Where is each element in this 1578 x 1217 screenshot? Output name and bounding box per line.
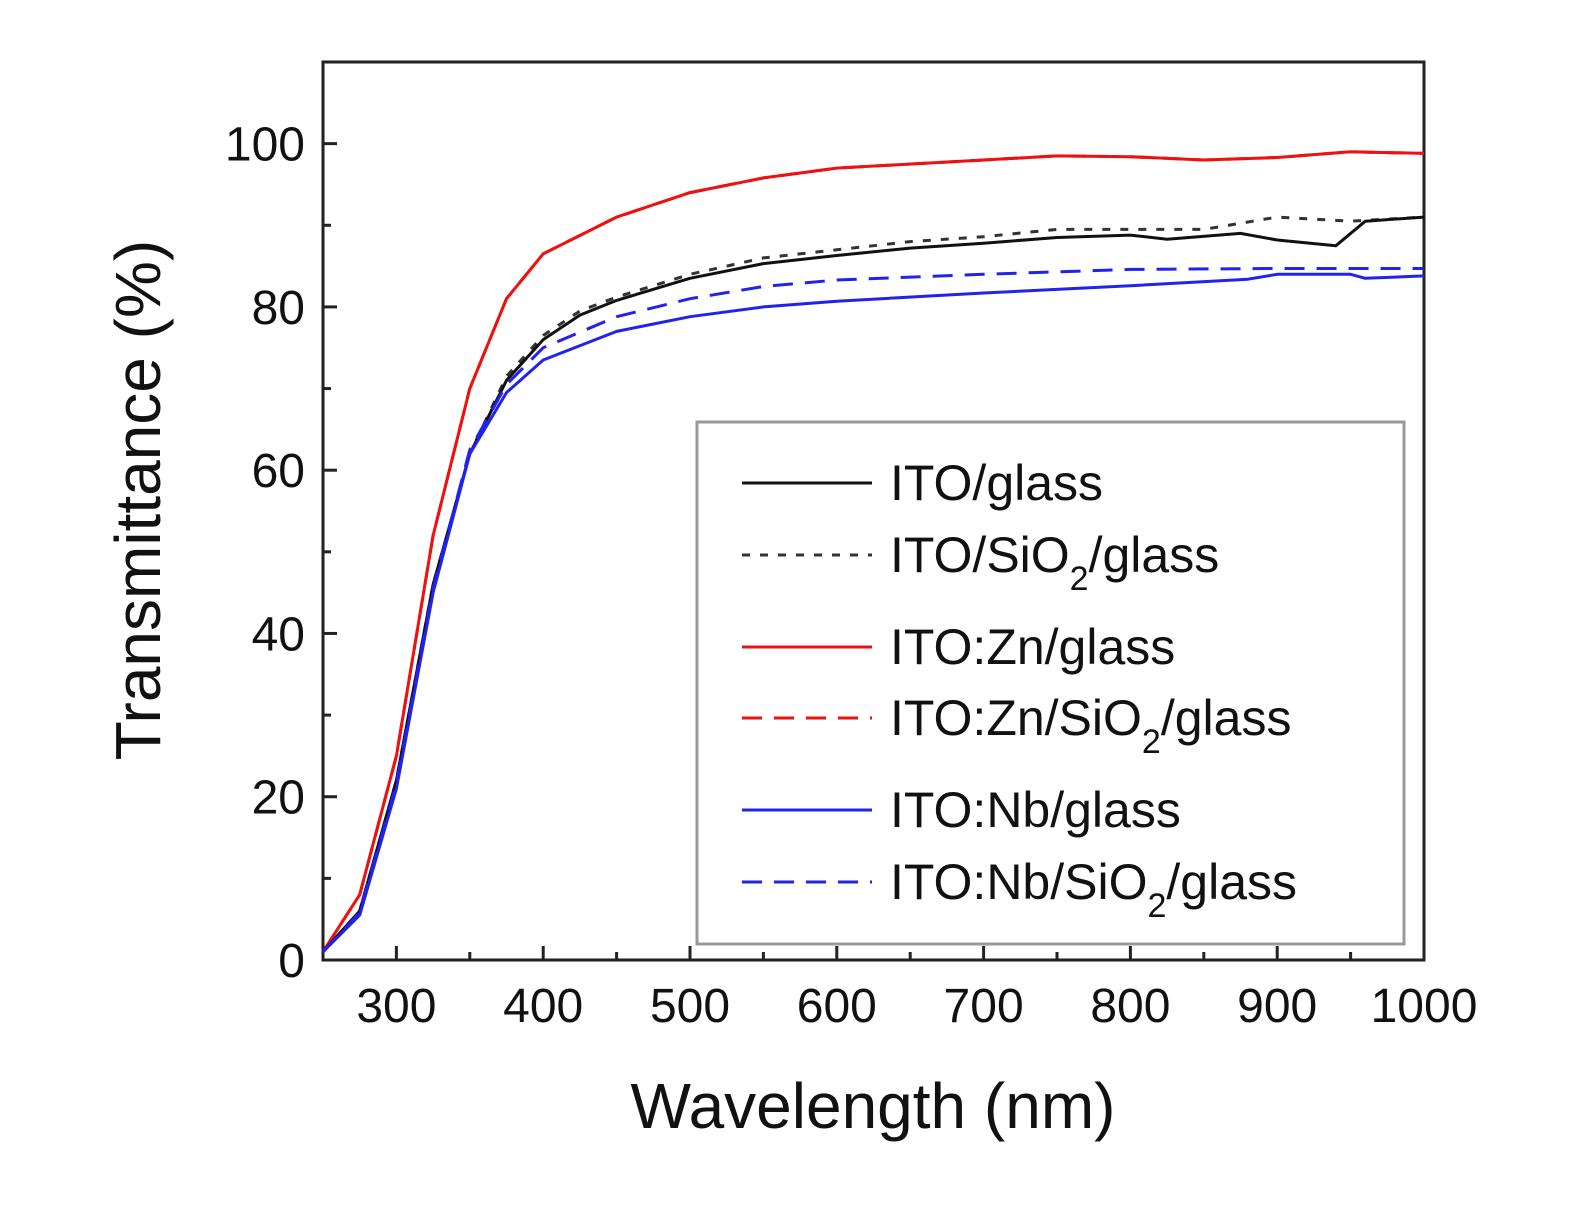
legend-label: ITO:Nb/glass — [890, 782, 1181, 838]
legend-box — [695, 420, 1406, 946]
x-tick-label: 500 — [650, 980, 730, 1033]
legend-label-main: ITO:Nb/SiO — [890, 854, 1147, 910]
x-tick-label: 900 — [1237, 980, 1317, 1033]
legend-label: ITO:Nb/SiO2/glass — [890, 854, 1297, 925]
plot-frame — [321, 60, 1426, 962]
y-axis-title: Transmittance (%) — [102, 240, 174, 760]
y-tick-label: 0 — [278, 935, 305, 988]
legend-label-main: ITO:Nb/glass — [890, 782, 1181, 838]
legend-label-main: ITO:Zn/SiO — [890, 690, 1142, 746]
x-tick-label: 300 — [356, 980, 436, 1033]
legend-label: ITO:Zn/glass — [890, 619, 1175, 675]
x-tick-label: 800 — [1090, 980, 1170, 1033]
x-tick-label: 400 — [503, 980, 583, 1033]
legend-label-suffix: /glass — [1161, 690, 1292, 746]
x-tick-label: 1000 — [1371, 980, 1478, 1033]
legend-label-suffix: /glass — [1166, 854, 1297, 910]
y-tick-label: 80 — [252, 282, 305, 335]
series-line-2 — [321, 150, 1425, 953]
y-tick-label: 100 — [225, 119, 305, 172]
series-line-5 — [321, 267, 1424, 953]
series-line-1 — [321, 215, 1425, 953]
legend-label-main: ITO/glass — [890, 455, 1103, 511]
legend-label-main: ITO:Zn/glass — [890, 619, 1175, 675]
legend-label: ITO/glass — [890, 455, 1103, 511]
legend-label: ITO/SiO2/glass — [890, 527, 1219, 598]
y-tick-label: 60 — [252, 445, 305, 498]
x-tick-label: 700 — [944, 980, 1024, 1033]
legend-label-subscript: 2 — [1147, 887, 1166, 925]
legend-label-main: ITO/SiO — [890, 527, 1070, 583]
x-axis-title: Wavelength (nm) — [631, 1070, 1116, 1142]
legend-label: ITO:Zn/SiO2/glass — [890, 690, 1291, 761]
legend-label-suffix: /glass — [1089, 527, 1220, 583]
y-tick-label: 40 — [252, 608, 305, 661]
x-tick-label: 600 — [797, 980, 877, 1033]
legend-label-subscript: 2 — [1142, 723, 1161, 761]
legend-label-subscript: 2 — [1070, 560, 1089, 598]
y-tick-label: 20 — [252, 772, 305, 825]
series-line-4 — [321, 272, 1425, 953]
